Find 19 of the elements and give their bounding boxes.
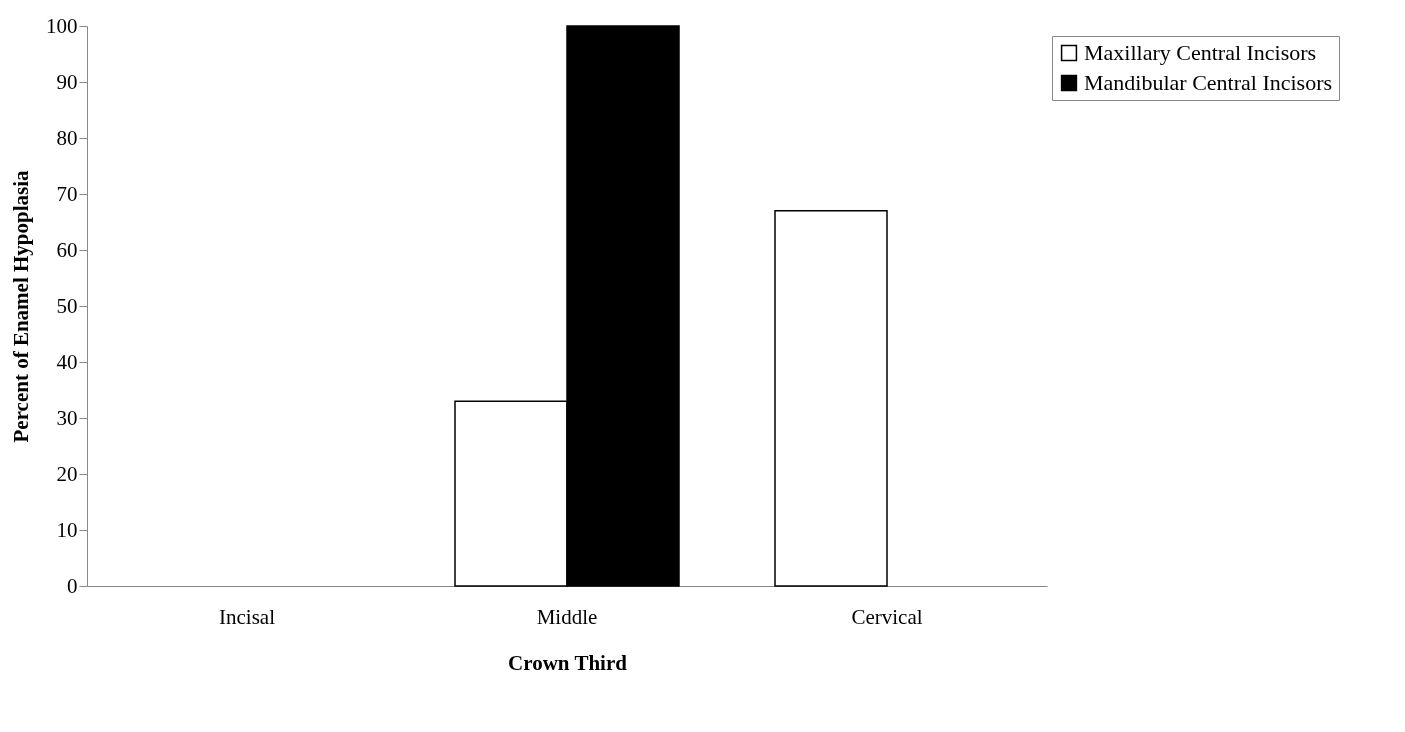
x-axis-title: Crown Third [508, 650, 628, 675]
y-tick-label: 30 [56, 405, 78, 430]
y-tick-label: 50 [56, 293, 78, 318]
x-tick-label: Incisal [219, 604, 276, 629]
y-tick-label: 40 [56, 349, 78, 374]
y-tick-label: 60 [56, 237, 78, 262]
y-tick-label: 80 [56, 125, 78, 150]
y-axis-title: Percent of Enamel Hypoplasia [9, 169, 33, 443]
x-tick-label: Middle [536, 604, 598, 629]
legend-label: Mandibular Central Incisors [1084, 70, 1333, 95]
y-tick-label: 0 [67, 573, 78, 598]
y-tick-label: 100 [46, 13, 78, 38]
legend-label: Maxillary Central Incisors [1084, 40, 1317, 65]
y-tick-label: 90 [56, 69, 78, 94]
x-tick-label: Cervical [851, 604, 923, 629]
y-tick-label: 20 [56, 461, 78, 486]
bar [774, 210, 888, 587]
y-tick-label: 10 [56, 517, 78, 542]
y-tick-label: 70 [56, 181, 78, 206]
